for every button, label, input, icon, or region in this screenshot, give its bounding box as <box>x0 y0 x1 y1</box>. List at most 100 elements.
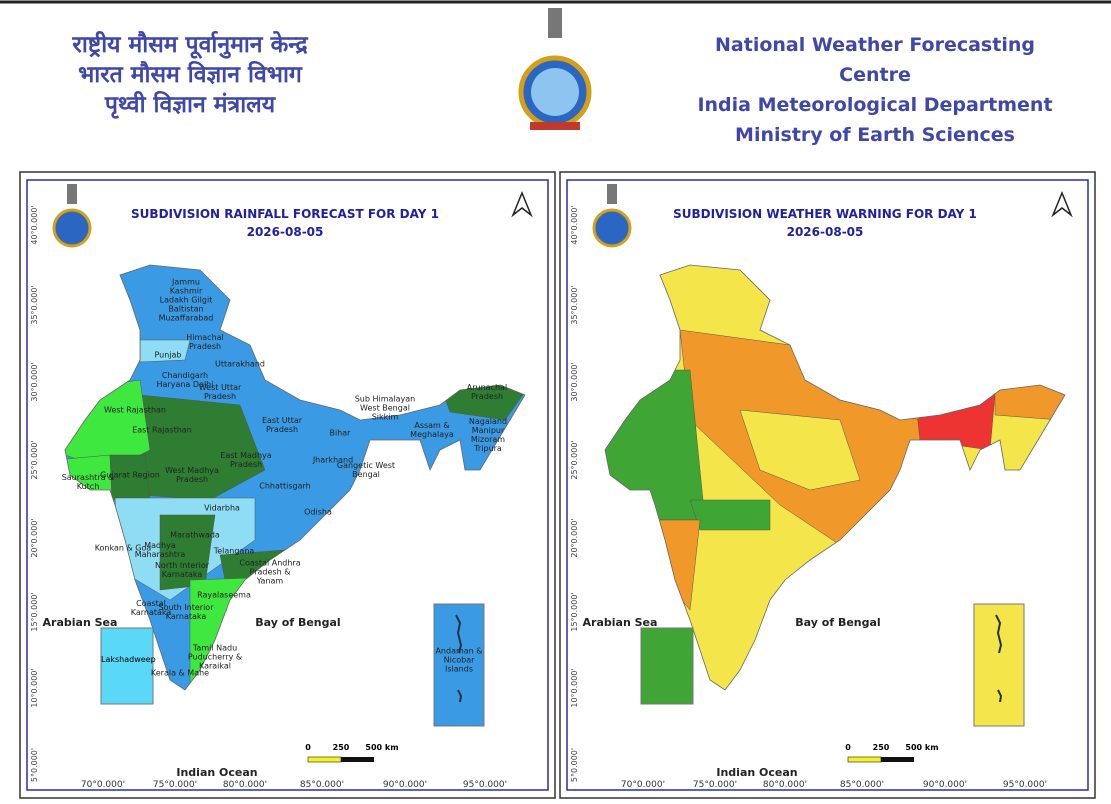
region <box>605 369 706 521</box>
scale-label: 0 <box>845 743 851 752</box>
region <box>739 409 861 491</box>
scale-bar <box>307 756 342 763</box>
lon-tick: 90°0.000' <box>383 780 427 790</box>
lat-tick: 20°0.000' <box>30 518 39 557</box>
lon-tick: 70°0.000' <box>81 780 125 790</box>
scale-label: 500 km <box>905 743 938 752</box>
region-label: Konkan & Goa <box>94 543 152 553</box>
lat-tick: 20°0.000' <box>570 518 579 557</box>
region-label: Punjab <box>154 350 182 360</box>
lat-tick: 5°0.000' <box>30 748 39 782</box>
map-date: 2026-08-05 <box>787 225 864 239</box>
scale-label: 0 <box>305 743 311 752</box>
lon-tick: 90°0.000' <box>923 780 967 790</box>
sea-label: Indian Ocean <box>716 766 797 779</box>
inset-label: Andaman & Nicobar Islands <box>435 646 483 674</box>
lat-tick: 40°0.000' <box>570 205 579 244</box>
region-label: Chandigarh Haryana Delhi <box>156 371 214 389</box>
emblem <box>518 8 592 130</box>
inset-label: Lakshadweep <box>101 655 156 664</box>
scale-bar <box>881 757 914 762</box>
inset-lakshadweep <box>640 627 694 705</box>
lat-tick: 10°0.000' <box>570 668 579 707</box>
hindi-line: पृथ्वी विज्ञान मंत्रालय <box>104 92 276 118</box>
lon-tick: 85°0.000' <box>300 780 344 790</box>
islands <box>455 614 463 703</box>
region-label: Marathwada <box>170 530 220 540</box>
lat-tick: 35°0.000' <box>30 285 39 324</box>
region-label: Sub Himalayan West Bengal Sikkim <box>354 394 416 422</box>
islands <box>995 614 1003 703</box>
english-header: National Weather Forecasting Centre Indi… <box>680 30 1070 150</box>
lon-tick: 70°0.000' <box>621 780 665 790</box>
map-frame <box>26 179 549 791</box>
region <box>689 499 771 531</box>
region-label: Gujarat Region <box>100 470 160 480</box>
scale-label: 500 km <box>365 743 398 752</box>
lat-tick: 35°0.000' <box>570 285 579 324</box>
region-label: Odisha <box>304 507 332 517</box>
scale-bar <box>847 756 882 763</box>
region-label: Chhattisgarh <box>259 481 311 491</box>
region-label: Saurashtra & Kutch <box>61 473 115 491</box>
english-line: National Weather Forecasting Centre <box>715 34 1035 86</box>
lon-tick: 95°0.000' <box>1003 780 1047 790</box>
region-label: Telangana <box>213 546 255 556</box>
scale-label: 250 <box>873 743 890 752</box>
region <box>914 394 996 451</box>
region-label: Nagaland Manipur Mizoram Tripura <box>468 417 508 453</box>
north-arrow <box>511 191 533 218</box>
region-label: Rayalaseema <box>197 590 251 600</box>
map-frame <box>566 179 1089 791</box>
english-line: Ministry of Earth Sciences <box>735 124 1015 146</box>
region-label: South Interior Karnataka <box>158 603 214 621</box>
lon-tick: 95°0.000' <box>463 780 507 790</box>
lat-tick: 15°0.000' <box>570 592 579 631</box>
lat-tick: 30°0.000' <box>570 362 579 401</box>
map-title: SUBDIVISION RAINFALL FORECAST FOR DAY 1 <box>131 207 439 221</box>
region-label: Gangetic West Bengal <box>336 461 396 479</box>
region-label: East Rajasthan <box>132 425 192 435</box>
region-label: West Madhya Pradesh <box>165 466 219 484</box>
india-outline <box>604 264 1066 691</box>
lon-tick: 75°0.000' <box>693 780 737 790</box>
lon-tick: 75°0.000' <box>153 780 197 790</box>
hindi-header: राष्ट्रीय मौसम पूर्वानुमान केन्द्र भारत … <box>30 30 350 120</box>
inset-lakshadweep <box>100 627 154 705</box>
region-label: Vidarbha <box>204 503 240 513</box>
region-label: Kerala & Mahe <box>150 668 210 678</box>
region-label: Coastal Karnataka <box>130 599 172 617</box>
lat-tick: 25°0.000' <box>30 440 39 479</box>
region-label: Himachal Pradesh <box>186 333 224 351</box>
region-label: Bihar <box>329 428 351 438</box>
lat-tick: 30°0.000' <box>30 362 39 401</box>
sea-label: Indian Ocean <box>176 766 257 779</box>
panel-frame <box>559 171 1096 799</box>
hindi-line: भारत मौसम विज्ञान विभाग <box>78 62 302 88</box>
region-label: East Uttar Pradesh <box>261 416 303 434</box>
region-label: Madhya Maharashtra <box>134 541 186 559</box>
region-label: Arunachal Pradesh <box>466 383 508 401</box>
region-label: Jammu Kashmir Ladakh Gilgit Baltistan Mu… <box>158 277 214 323</box>
map-title: SUBDIVISION WEATHER WARNING FOR DAY 1 <box>673 207 977 221</box>
sea-label: Bay of Bengal <box>795 616 880 629</box>
lon-tick: 80°0.000' <box>223 780 267 790</box>
region-label: West Rajasthan <box>104 405 166 415</box>
panel-emblem-top <box>67 184 77 204</box>
region-label: East Madhya Pradesh <box>220 451 272 469</box>
scale-bar <box>341 757 374 762</box>
sea-label: Bay of Bengal <box>255 616 340 629</box>
region-label: Assam & Meghalaya <box>410 421 454 439</box>
sea-label: Arabian Sea <box>583 616 658 629</box>
scale-label: 250 <box>333 743 350 752</box>
region-label: North Interior Karnataka <box>154 561 210 579</box>
panel-emblem-top <box>607 184 617 204</box>
region-label: West Uttar Pradesh <box>198 383 242 401</box>
map-date: 2026-08-05 <box>247 225 324 239</box>
region-label: Coastal Andhra Pradesh & Yanam <box>239 558 301 586</box>
lat-tick: 10°0.000' <box>30 668 39 707</box>
english-line: India Meteorological Department <box>697 94 1053 116</box>
panel-emblem <box>592 208 632 248</box>
